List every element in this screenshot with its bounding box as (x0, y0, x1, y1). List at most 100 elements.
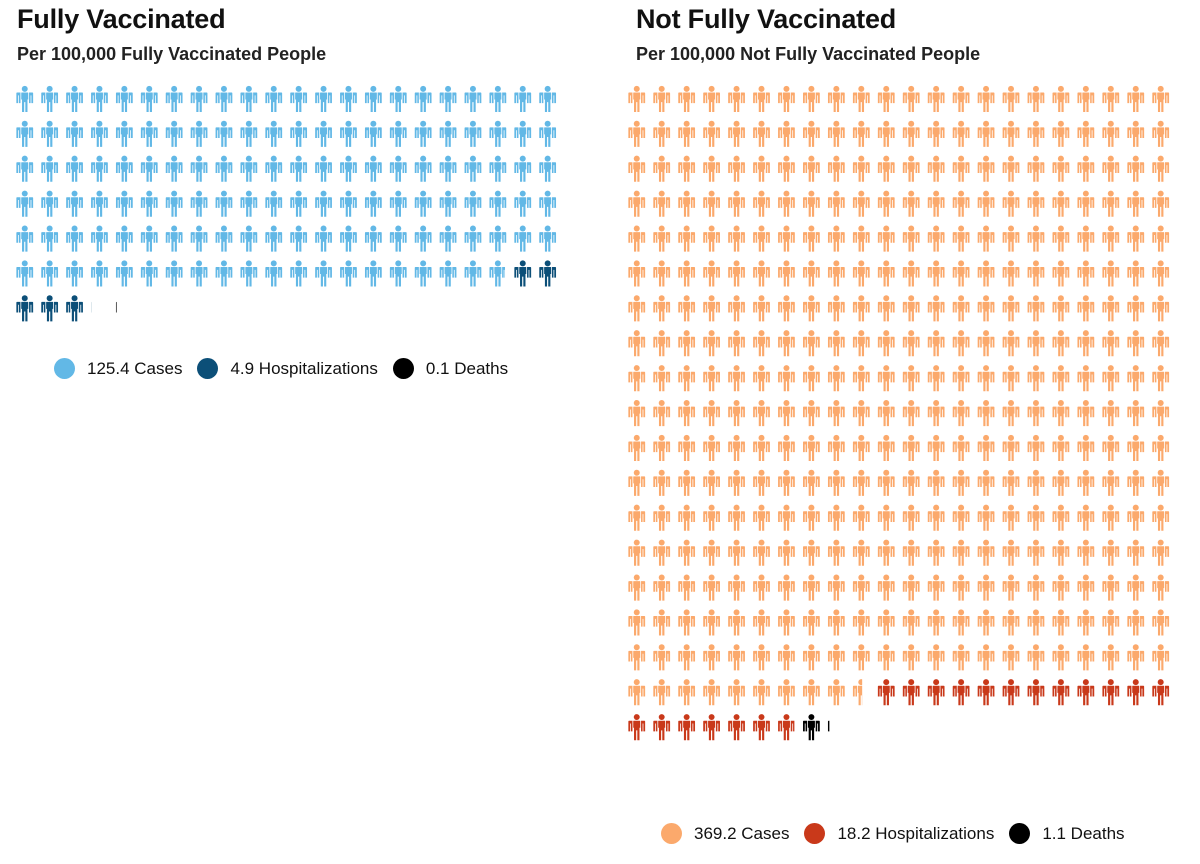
waffle-icon-cases (877, 225, 895, 252)
waffle-icon-cases (678, 120, 696, 147)
waffle-icon-cases (927, 365, 945, 392)
waffle-icon-cases (778, 609, 795, 636)
waffle-icon-cases (1127, 609, 1145, 636)
waffle-icon-cases (728, 399, 745, 427)
waffle-icon-cases (803, 469, 820, 496)
waffle-icon-cases (41, 155, 59, 182)
waffle-icon-cases (439, 155, 457, 182)
waffle-icon-cases (1027, 434, 1045, 461)
waffle-icon-cases (414, 260, 432, 287)
waffle-icon-cases (1052, 120, 1070, 147)
waffle-icon-cases (852, 679, 863, 706)
waffle-icon-cases (703, 295, 720, 322)
waffle-icon-cases (240, 190, 258, 217)
waffle-icon-cases (902, 330, 920, 357)
waffle-icon-cases (703, 609, 720, 636)
waffle-icon-cases (753, 260, 770, 287)
waffle-icon-cases (653, 190, 671, 217)
waffle-icon-cases (165, 260, 183, 287)
waffle-icon-cases (1052, 539, 1070, 566)
waffle-icon-cases (165, 190, 183, 217)
waffle-icon-cases (1002, 190, 1020, 217)
waffle-icon-cases (1152, 85, 1170, 112)
legend-label-hospitalizations: 4.9 Hospitalizations (230, 358, 378, 378)
waffle-icon-cases (778, 469, 795, 496)
waffle-icon-cases (653, 399, 671, 427)
waffle-icon-cases (977, 399, 995, 427)
waffle-icon-cases (703, 469, 720, 496)
waffle-icon-cases (753, 85, 770, 112)
waffle-icon-cases (753, 574, 770, 601)
waffle-icon-cases (703, 365, 720, 392)
waffle-icon-cases (115, 190, 133, 217)
waffle-icon-cases (290, 120, 308, 147)
waffle-icon-cases (877, 260, 895, 287)
waffle-icon-cases (778, 85, 795, 112)
waffle-icon-cases (464, 225, 482, 252)
waffle-icon-cases (1002, 644, 1020, 671)
waffle-icon-cases (977, 434, 995, 461)
waffle-icon-cases (628, 609, 646, 636)
waffle-icon-cases (1027, 504, 1045, 531)
legend-swatch-cases (54, 358, 75, 379)
waffle-icon-cases (678, 330, 696, 357)
waffle-icon-cases (1077, 190, 1095, 217)
waffle-icon-cases (539, 190, 557, 217)
waffle-icon-cases (165, 120, 183, 147)
waffle-icon-cases (389, 260, 407, 287)
waffle-icon-cases (977, 190, 995, 217)
waffle-icon-cases (827, 644, 845, 671)
waffle-icon-cases (1027, 365, 1045, 392)
waffle-icon-cases (902, 434, 920, 461)
waffle-icon-cases (778, 434, 795, 461)
waffle-icon-cases (1127, 120, 1145, 147)
waffle-icon-cases (1002, 155, 1020, 182)
waffle-icon-cases (364, 155, 382, 182)
waffle-icon-cases (1127, 155, 1145, 182)
waffle-icon-cases (753, 609, 770, 636)
waffle-icon-cases (678, 504, 696, 531)
waffle-icon-cases (728, 260, 745, 287)
waffle-icon-cases (539, 120, 557, 147)
waffle-icon-cases (877, 434, 895, 461)
waffle-icon-cases (778, 679, 795, 706)
waffle-icon-cases (115, 85, 133, 112)
waffle-icon-hospitalizations (728, 714, 745, 741)
waffle-icon-cases (728, 155, 745, 182)
waffle-icon-cases (1102, 469, 1120, 496)
waffle-icon-cases (514, 155, 532, 182)
waffle-icon-cases (927, 574, 945, 601)
waffle-icon-cases (827, 155, 845, 182)
waffle-icon-cases (628, 260, 646, 287)
waffle-icon-cases (678, 85, 696, 112)
waffle-icon-cases (728, 330, 745, 357)
waffle-icon-cases (927, 190, 945, 217)
waffle-icon-cases (66, 155, 83, 182)
waffle-icon-cases (753, 365, 770, 392)
waffle-icon-cases (877, 365, 895, 392)
waffle-icon-cases (927, 644, 945, 671)
waffle-icon-cases (1102, 434, 1120, 461)
waffle-icon-cases (215, 85, 233, 112)
waffle-icon-cases (803, 644, 820, 671)
waffle-icon-cases (414, 120, 432, 147)
waffle-icon-cases (1052, 190, 1070, 217)
waffle-icon-cases (414, 155, 432, 182)
waffle-icon-hospitalizations (91, 302, 92, 313)
waffle-icon-cases (1127, 574, 1145, 601)
waffle-icon-cases (753, 644, 770, 671)
waffle-icon-cases (877, 155, 895, 182)
waffle-icon-cases (977, 85, 995, 112)
waffle-icon-cases (952, 365, 970, 392)
waffle-icon-cases (778, 504, 795, 531)
waffle-icon-cases (852, 330, 870, 357)
waffle-icon-cases (628, 295, 646, 322)
waffle-icon-cases (678, 155, 696, 182)
waffle-icon-cases (1152, 330, 1170, 357)
waffle-icon-cases (803, 190, 820, 217)
legend-swatch-cases (661, 823, 682, 844)
waffle-icon-cases (1077, 609, 1095, 636)
waffle-icon-cases (927, 504, 945, 531)
waffle-icon-cases (1102, 155, 1120, 182)
legend-swatch-hospitalizations (804, 823, 826, 844)
